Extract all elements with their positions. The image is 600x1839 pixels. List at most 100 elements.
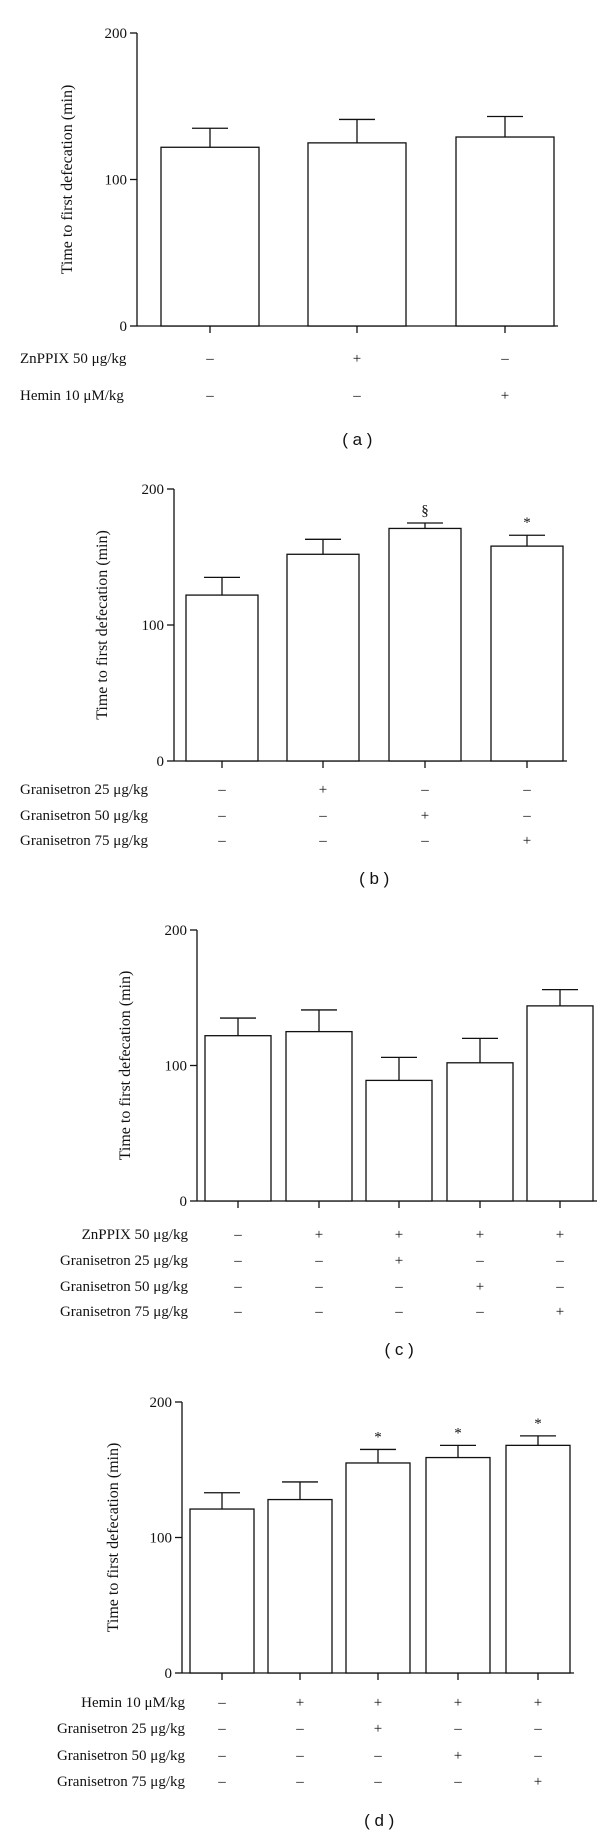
treatment-sign: –	[500, 351, 509, 367]
bar	[160, 146, 260, 327]
bar	[490, 545, 564, 762]
treatment-sign: +	[501, 388, 509, 404]
significance-marker: *	[454, 1425, 462, 1441]
treatment-sign: –	[205, 351, 214, 367]
bar	[286, 553, 360, 762]
treatment-label: Granisetron 75 μg/kg	[60, 1304, 189, 1320]
treatment-sign: –	[522, 808, 531, 824]
treatment-sign: +	[395, 1227, 403, 1243]
bar	[455, 136, 555, 327]
treatment-label: Granisetron 25 μg/kg	[20, 782, 149, 798]
treatment-sign: –	[314, 1253, 323, 1269]
treatment-sign: –	[314, 1304, 323, 1320]
treatment-sign: +	[421, 808, 429, 824]
treatment-sign: +	[296, 1695, 304, 1711]
treatment-sign: –	[295, 1774, 304, 1790]
panel-label: ( a )	[342, 430, 372, 449]
bar	[285, 1030, 353, 1202]
treatment-sign: –	[295, 1748, 304, 1764]
treatment-sign: –	[420, 782, 429, 798]
y-tick-label: 0	[180, 1194, 188, 1210]
treatment-sign: –	[373, 1774, 382, 1790]
treatment-label: Granisetron 25 μg/kg	[57, 1721, 186, 1737]
treatment-sign: –	[475, 1304, 484, 1320]
treatment-label: Granisetron 75 μg/kg	[20, 833, 149, 849]
treatment-sign: –	[533, 1721, 542, 1737]
y-tick-label: 200	[150, 1395, 173, 1411]
bar	[365, 1079, 433, 1202]
treatment-sign: –	[233, 1227, 242, 1243]
treatment-sign: –	[295, 1721, 304, 1737]
panel-c: 0 100 200 Time to first defecation (min) ZnP…	[60, 923, 597, 1359]
panel-label: ( d )	[364, 1811, 394, 1830]
bar	[345, 1462, 411, 1674]
treatment-sign: +	[556, 1227, 564, 1243]
bar	[189, 1508, 255, 1674]
treatment-sign: –	[217, 1748, 226, 1764]
treatment-label: Hemin 10 μM/kg	[81, 1695, 185, 1711]
bar	[425, 1456, 491, 1674]
treatment-sign: –	[217, 833, 226, 849]
panel-d: 0 100 200 Time to first defecation (min) * * *…	[57, 1395, 574, 1830]
bar	[388, 527, 462, 762]
treatment-sign: –	[318, 808, 327, 824]
treatment-sign: –	[555, 1279, 564, 1295]
treatment-sign: –	[233, 1279, 242, 1295]
treatment-sign: +	[476, 1227, 484, 1243]
treatment-sign: +	[476, 1279, 484, 1295]
treatment-sign: +	[353, 351, 361, 367]
bar	[185, 594, 259, 762]
treatment-sign: –	[533, 1748, 542, 1764]
treatment-sign: –	[217, 808, 226, 824]
treatment-label: ZnPPIX 50 μg/kg	[20, 351, 127, 367]
treatment-label: Granisetron 50 μg/kg	[57, 1748, 186, 1764]
y-axis-label: Time to first defecation (min)	[105, 1443, 122, 1633]
treatment-sign: +	[374, 1695, 382, 1711]
y-tick-label: 0	[165, 1666, 173, 1682]
treatment-label: Granisetron 50 μg/kg	[60, 1279, 189, 1295]
treatment-sign: –	[217, 1695, 226, 1711]
significance-marker: §	[421, 503, 429, 519]
treatment-sign: –	[205, 388, 214, 404]
treatment-sign: –	[233, 1253, 242, 1269]
treatment-sign: +	[534, 1695, 542, 1711]
panel-label: ( b )	[359, 869, 389, 888]
y-tick-label: 0	[157, 754, 165, 770]
treatment-sign: –	[394, 1304, 403, 1320]
treatment-sign: –	[373, 1748, 382, 1764]
significance-marker: *	[534, 1416, 542, 1432]
treatment-sign: +	[534, 1774, 542, 1790]
treatment-sign: –	[420, 833, 429, 849]
bar	[307, 142, 407, 327]
treatment-sign: –	[217, 1721, 226, 1737]
treatment-sign: –	[217, 1774, 226, 1790]
y-tick-label: 200	[142, 482, 165, 498]
treatment-sign: –	[475, 1253, 484, 1269]
treatment-sign: +	[454, 1748, 462, 1764]
treatment-sign: –	[522, 782, 531, 798]
treatment-sign: +	[374, 1721, 382, 1737]
treatment-label: Granisetron 75 μg/kg	[57, 1774, 186, 1790]
treatment-label: Granisetron 50 μg/kg	[20, 808, 149, 824]
panel-a: 0 100 200 Time to first defecation (min) ZnP…	[20, 26, 558, 449]
treatment-sign: –	[233, 1304, 242, 1320]
bar	[446, 1062, 514, 1202]
treatment-sign: +	[315, 1227, 323, 1243]
treatment-sign: +	[319, 782, 327, 798]
treatment-sign: –	[318, 833, 327, 849]
y-tick-label: 0	[120, 319, 128, 335]
significance-marker: *	[374, 1429, 382, 1445]
bar	[204, 1035, 272, 1202]
y-tick-label: 100	[105, 173, 128, 189]
treatment-sign: –	[555, 1253, 564, 1269]
treatment-sign: –	[314, 1279, 323, 1295]
y-tick-label: 200	[105, 26, 128, 42]
treatment-label: Granisetron 25 μg/kg	[60, 1253, 189, 1269]
treatment-sign: –	[453, 1774, 462, 1790]
y-axis-label: Time to first defecation (min)	[94, 530, 111, 720]
y-tick-label: 200	[165, 923, 188, 939]
bar	[505, 1444, 571, 1674]
treatment-sign: –	[453, 1721, 462, 1737]
y-tick-label: 100	[142, 618, 165, 634]
